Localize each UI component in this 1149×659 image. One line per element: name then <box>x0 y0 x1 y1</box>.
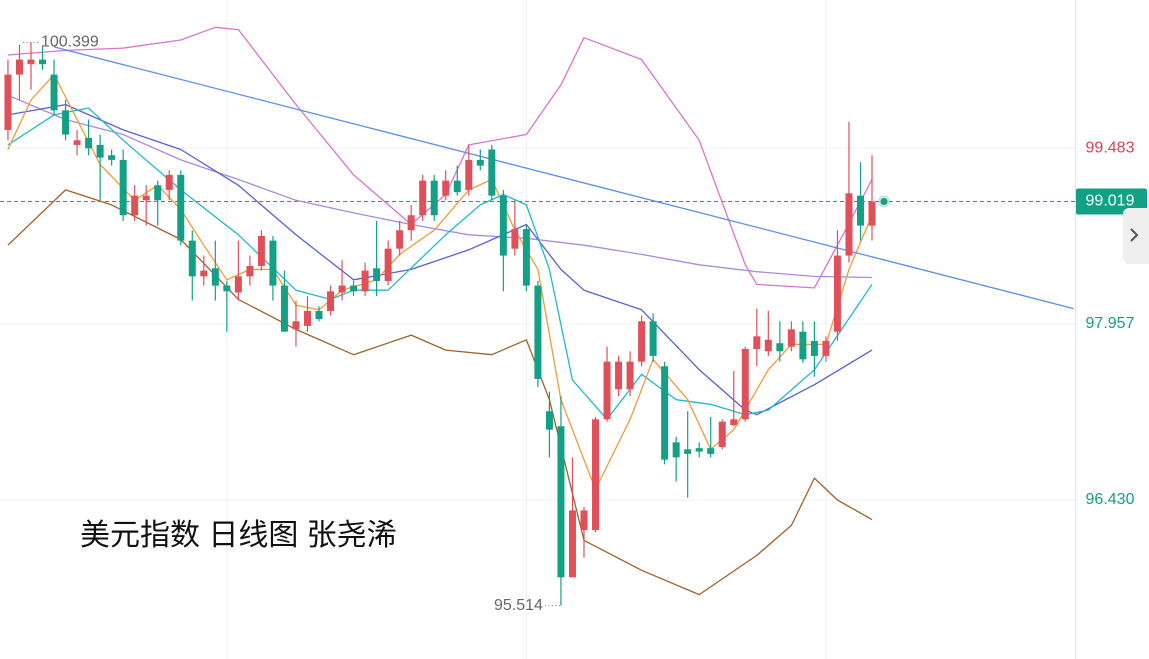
candle-body <box>62 110 70 135</box>
candle-body <box>568 510 576 578</box>
candle-body <box>453 180 461 193</box>
candle-body <box>165 174 173 190</box>
overlay-line <box>53 46 1074 310</box>
candle-body <box>177 174 185 241</box>
candle-body <box>695 448 703 452</box>
candle-body <box>396 230 404 249</box>
candle-body <box>684 449 692 454</box>
candle-body <box>534 285 542 379</box>
candle-body <box>442 180 450 196</box>
candle-body <box>73 140 81 145</box>
candle-body <box>856 195 864 226</box>
candle-body <box>833 255 841 332</box>
candle-body <box>384 248 392 281</box>
candle-body <box>280 285 288 332</box>
candle-body <box>488 149 496 196</box>
candle-body <box>672 442 680 458</box>
candle-body <box>822 340 830 356</box>
candle-body <box>269 240 277 286</box>
candle-body <box>592 419 600 530</box>
candle-body <box>603 361 611 420</box>
candle-body <box>845 193 853 256</box>
candle-body <box>764 339 772 352</box>
y-tick-label: 97.957 <box>1086 315 1135 332</box>
candle-body <box>315 310 323 320</box>
candle-body <box>96 144 104 158</box>
overlay-line <box>7 26 873 289</box>
last-price-label: 99.019 <box>1086 193 1135 210</box>
candle-body <box>476 159 484 166</box>
y-tick-label: 96.430 <box>1086 491 1135 508</box>
candle-body <box>615 361 623 390</box>
candle-body <box>361 270 369 292</box>
candle-body <box>787 329 795 347</box>
candle-body <box>211 268 219 286</box>
candle-body <box>200 270 208 277</box>
candle-body <box>154 185 162 201</box>
candle-body <box>649 321 657 356</box>
candle-body <box>810 340 818 356</box>
candle-body <box>292 321 300 330</box>
candle-body <box>776 343 784 352</box>
candle-body <box>626 361 634 390</box>
candle-body <box>707 448 715 454</box>
candle-body <box>557 426 565 578</box>
candle-body <box>234 276 242 293</box>
candle-body <box>188 240 196 277</box>
candle-body <box>661 366 669 460</box>
candle-body <box>868 201 876 226</box>
candle-body <box>499 195 507 256</box>
candle-body <box>545 411 553 430</box>
candle-body <box>119 159 127 216</box>
candle-body <box>338 285 346 293</box>
chevron-icon[interactable] <box>1130 228 1139 242</box>
y-tick-label: 99.483 <box>1086 139 1135 156</box>
candle-body <box>350 285 358 292</box>
overlay-line <box>7 94 873 279</box>
high-label: 100.399 <box>41 34 99 51</box>
candle-body <box>718 421 726 447</box>
candle-body <box>730 419 738 426</box>
last-price-dot <box>880 198 888 206</box>
candle-body <box>465 159 473 190</box>
plot-area: 100.399 95.514 <box>4 26 1074 614</box>
candle-body <box>27 59 35 65</box>
low-label: 95.514 <box>494 597 543 614</box>
candle-body <box>142 195 150 201</box>
candle-body <box>638 321 646 362</box>
candle-body <box>373 268 381 281</box>
chart-title: 美元指数 日线图 张尧浠 <box>80 519 397 552</box>
candle-body <box>511 229 519 249</box>
collapse-button[interactable] <box>1123 208 1149 264</box>
candle-body <box>131 195 139 216</box>
candle-body <box>39 59 47 65</box>
candle-body <box>327 291 335 311</box>
candle-body <box>257 235 265 266</box>
candle-body <box>108 155 116 160</box>
candle-body <box>753 336 761 349</box>
candle-body <box>223 285 231 292</box>
candle-body <box>85 138 93 149</box>
candle-body <box>741 348 749 420</box>
candle-body <box>303 310 311 326</box>
candle-body <box>407 215 415 231</box>
candle-body <box>799 331 807 360</box>
candle-body <box>430 180 438 216</box>
candle-body <box>522 229 530 286</box>
candle-body <box>50 74 58 111</box>
candle-body <box>246 265 254 277</box>
candle-body <box>15 59 23 75</box>
candle-body <box>580 510 588 530</box>
candle-body <box>4 74 12 130</box>
candle-body <box>419 180 427 216</box>
